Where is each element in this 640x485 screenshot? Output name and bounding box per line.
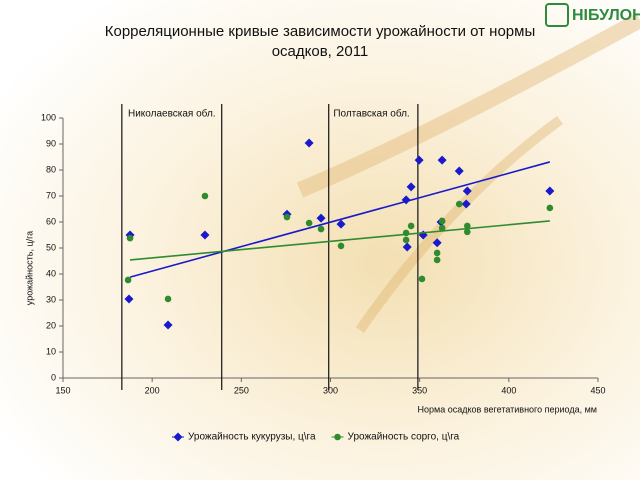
x-tick-label: 350 <box>412 385 427 395</box>
point <box>201 192 209 200</box>
logo-text: НІБУЛОН <box>572 7 640 24</box>
y-tick-label: 90 <box>46 138 56 148</box>
point <box>164 295 172 303</box>
y-tick-label: 40 <box>46 268 56 278</box>
chart-title: Корреляционные кривые зависимости урожай… <box>104 23 536 60</box>
legend-marker <box>173 432 183 442</box>
legend-label: Урожайность сорго, ц\га <box>348 432 460 443</box>
point <box>337 242 345 250</box>
point <box>336 219 346 229</box>
point <box>304 138 314 148</box>
trend-line <box>129 220 550 261</box>
y-tick-label: 10 <box>46 346 56 356</box>
point <box>407 222 415 230</box>
point <box>283 213 291 221</box>
wheat-decoration <box>296 12 640 198</box>
title-box: Корреляционные кривые зависимости урожай… <box>104 23 536 60</box>
point <box>546 204 554 212</box>
point <box>402 236 410 244</box>
trend-line <box>129 161 551 278</box>
point <box>126 234 134 242</box>
y-tick-label: 30 <box>46 294 56 304</box>
y-tick-label: 80 <box>46 164 56 174</box>
point <box>438 224 446 232</box>
point <box>438 217 446 225</box>
point <box>200 230 210 240</box>
wheat-decoration <box>355 115 563 333</box>
point <box>463 228 471 236</box>
logo: НІБУЛОН <box>545 3 640 27</box>
region-label: Полтавская обл. <box>333 108 409 120</box>
point <box>402 229 410 237</box>
point <box>317 225 325 233</box>
x-tick-label: 150 <box>55 385 70 395</box>
point <box>454 166 464 176</box>
point <box>305 219 313 227</box>
point <box>432 238 442 248</box>
point <box>437 155 447 165</box>
logo-icon <box>545 3 569 27</box>
point <box>461 199 471 209</box>
point <box>163 320 173 330</box>
y-tick-label: 70 <box>46 190 56 200</box>
point <box>401 195 411 205</box>
y-tick-label: 0 <box>51 372 56 382</box>
y-axis-title: урожайность, ц/га <box>24 231 34 305</box>
point <box>462 186 472 196</box>
legend-marker <box>334 433 341 441</box>
x-tick-label: 250 <box>234 385 249 395</box>
x-tick-label: 450 <box>590 385 605 395</box>
point <box>418 275 426 283</box>
point <box>433 249 441 257</box>
x-tick-label: 300 <box>323 385 338 395</box>
point <box>463 222 471 230</box>
x-tick-label: 400 <box>501 385 516 395</box>
point <box>124 294 134 304</box>
point <box>316 213 326 223</box>
x-tick-label: 200 <box>145 385 160 395</box>
y-tick-label: 100 <box>41 112 56 122</box>
point <box>545 186 555 196</box>
point <box>124 276 132 284</box>
y-tick-label: 60 <box>46 216 56 226</box>
point <box>414 155 424 165</box>
point <box>433 256 441 264</box>
legend-label: Урожайность кукурузы, ц\га <box>188 432 316 443</box>
point <box>406 182 416 192</box>
x-axis-title: Норма осадков вегетативного периода, мм <box>418 404 597 414</box>
point <box>402 242 412 252</box>
y-tick-label: 20 <box>46 320 56 330</box>
region-label: Николаевская обл. <box>128 108 216 120</box>
point <box>455 200 463 208</box>
y-tick-label: 50 <box>46 242 56 252</box>
